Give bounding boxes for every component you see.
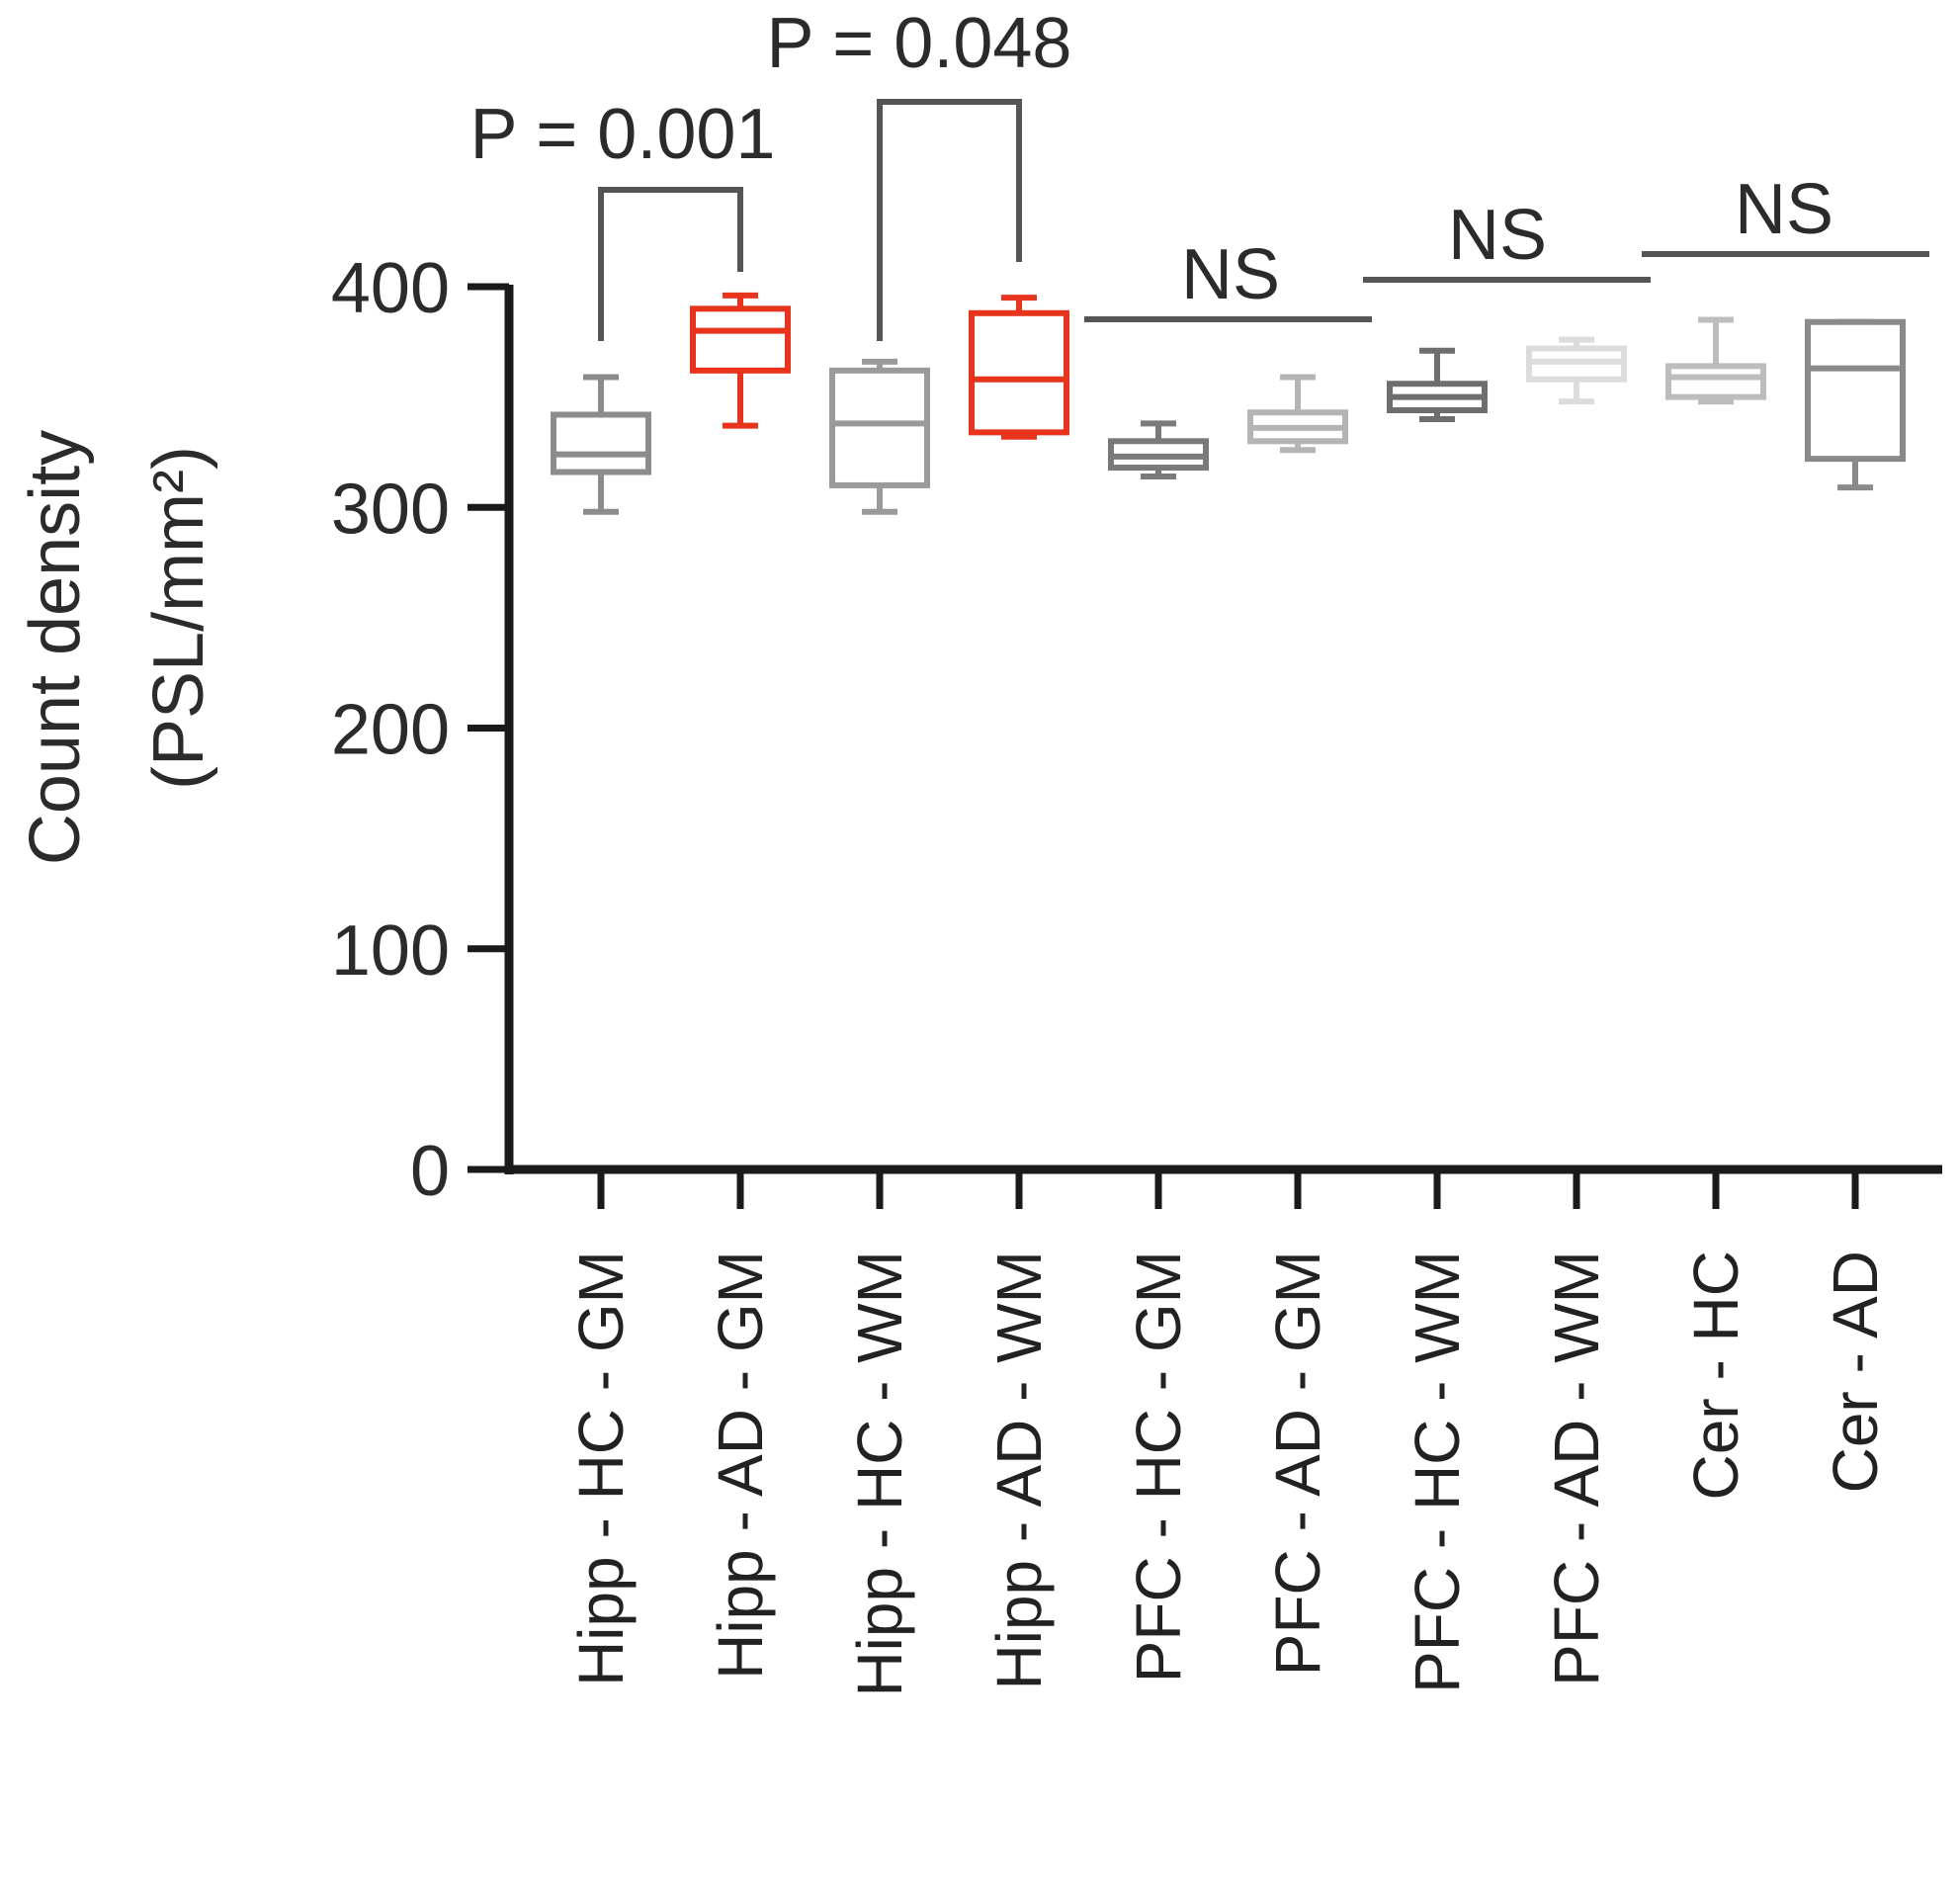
y-tick-label: 0 [410, 1132, 450, 1211]
box-plot [1247, 374, 1348, 454]
y-axis-title: Count density (PSL/mm²) [16, 430, 218, 865]
x-category-label: Cer - AD [1820, 1251, 1891, 1493]
box-plot [829, 358, 930, 515]
x-category-label: Hipp - HC - WM [844, 1251, 915, 1697]
y-axis-title-line1: Count density [16, 430, 95, 865]
significance-annotation: NS [1084, 235, 1372, 322]
significance-label: NS [1181, 235, 1280, 314]
box-plot [551, 374, 651, 515]
x-axis: Hipp - HC - GM Hipp - AD - GM Hipp - HC - … [505, 1165, 1942, 1697]
box-iqr [690, 305, 791, 374]
significance-bracket [598, 187, 743, 341]
y-axis: 0 100 200 300 400 [331, 249, 514, 1211]
significance-label: NS [1735, 170, 1833, 249]
box-plot [1805, 318, 1906, 491]
significance-label: NS [1448, 196, 1547, 275]
y-tick-label: 400 [331, 249, 450, 328]
significance-annotations: P = 0.001 P = 0.048 NS NS NS [470, 4, 1929, 341]
y-tick-label: 200 [331, 691, 450, 770]
significance-annotation: NS [1363, 196, 1651, 283]
x-category-label: PFC - AD - WM [1541, 1251, 1612, 1686]
x-category-label: PFC - HC - GM [1123, 1251, 1194, 1683]
y-axis-title-line2: (PSL/mm²) [139, 446, 218, 790]
significance-bracket [877, 99, 1022, 341]
x-category-label: Hipp - AD - GM [705, 1251, 776, 1680]
x-category-label: Hipp - HC - GM [565, 1251, 637, 1686]
significance-annotation: P = 0.048 [767, 4, 1072, 341]
significance-annotation: NS [1642, 170, 1929, 257]
y-tick-label: 300 [331, 470, 450, 549]
box-iqr [969, 309, 1069, 436]
box-plot [1665, 316, 1766, 405]
box-plot [1387, 347, 1488, 422]
box-iqr [551, 411, 651, 475]
box-plot [690, 292, 791, 429]
x-category-label: PFC - HC - WM [1402, 1251, 1473, 1693]
box-iqr [1805, 318, 1906, 463]
box-iqr [829, 367, 930, 488]
x-category-label: PFC - AD - GM [1262, 1251, 1333, 1676]
box-plot [969, 295, 1069, 440]
x-category-label: Hipp - AD - WM [983, 1251, 1055, 1689]
significance-label: P = 0.001 [470, 95, 776, 174]
y-tick-label: 100 [331, 911, 450, 991]
box-plot [1526, 336, 1627, 405]
x-category-label: Cer - HC [1680, 1251, 1751, 1500]
box-series [551, 292, 1906, 515]
significance-annotation: P = 0.001 [470, 95, 776, 341]
box-plot [1108, 420, 1209, 479]
significance-label: P = 0.048 [767, 4, 1072, 83]
box-iqr [1665, 363, 1766, 400]
